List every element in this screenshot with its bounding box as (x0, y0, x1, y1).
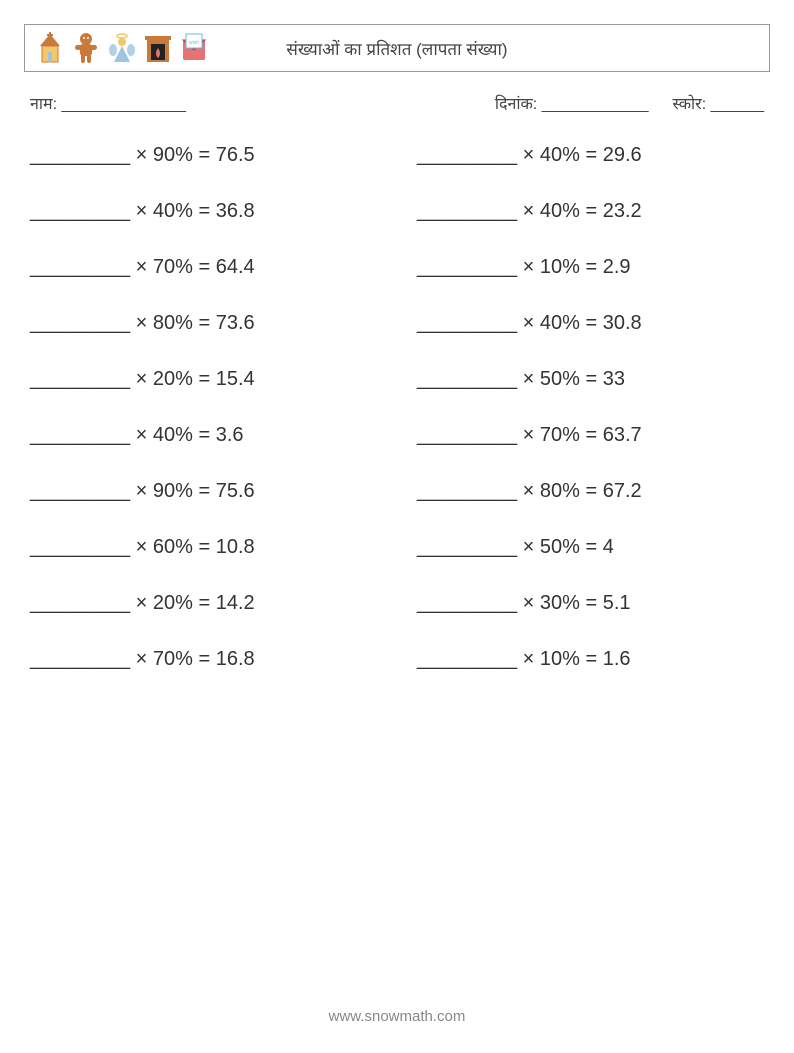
date-blank: ____________ (542, 96, 649, 113)
problem-item: _________ × 40% = 29.6 (417, 144, 764, 167)
answer-blank: _________ (30, 312, 130, 334)
result-value: 64.4 (216, 256, 255, 278)
problem-item: _________ × 60% = 10.8 (30, 536, 377, 559)
problem-item: _________ × 70% = 16.8 (30, 648, 377, 671)
result-value: 1.6 (603, 648, 631, 670)
answer-blank: _________ (417, 536, 517, 558)
result-value: 16.8 (216, 648, 255, 670)
title-box: wish संख्याओं का प्रतिशत (लापता संख्या) (24, 24, 770, 72)
percent-value: 60% (153, 536, 193, 558)
answer-blank: _________ (417, 368, 517, 390)
score-label: स्कोर: (673, 96, 707, 113)
answer-blank: _________ (30, 592, 130, 614)
percent-value: 70% (153, 256, 193, 278)
date-label: दिनांक: (495, 96, 537, 113)
result-value: 10.8 (216, 536, 255, 558)
answer-blank: _________ (417, 424, 517, 446)
result-value: 15.4 (216, 368, 255, 390)
answer-blank: _________ (417, 256, 517, 278)
percent-value: 20% (153, 368, 193, 390)
date-field: दिनांक: ____________ (495, 92, 649, 114)
problem-item: _________ × 90% = 75.6 (30, 480, 377, 503)
percent-value: 80% (540, 480, 580, 502)
answer-blank: _________ (30, 424, 130, 446)
problem-item: _________ × 50% = 4 (417, 536, 764, 559)
percent-value: 70% (540, 424, 580, 446)
answer-blank: _________ (30, 200, 130, 222)
footer-url: www.snowmath.com (0, 1008, 794, 1025)
answer-blank: _________ (417, 144, 517, 166)
percent-value: 80% (153, 312, 193, 334)
result-value: 76.5 (216, 144, 255, 166)
answer-blank: _________ (417, 648, 517, 670)
answer-blank: _________ (417, 592, 517, 614)
answer-blank: _________ (30, 480, 130, 502)
result-value: 75.6 (216, 480, 255, 502)
answer-blank: _________ (30, 256, 130, 278)
problem-item: _________ × 40% = 23.2 (417, 200, 764, 223)
name-label: नाम: (30, 96, 57, 113)
percent-value: 70% (153, 648, 193, 670)
name-field: नाम: ______________ (30, 92, 495, 114)
problem-item: _________ × 40% = 3.6 (30, 424, 377, 447)
percent-value: 20% (153, 592, 193, 614)
answer-blank: _________ (417, 480, 517, 502)
worksheet-title: संख्याओं का प्रतिशत (लापता संख्या) (25, 37, 769, 60)
result-value: 3.6 (216, 424, 244, 446)
percent-value: 50% (540, 536, 580, 558)
percent-value: 40% (540, 144, 580, 166)
info-row: नाम: ______________ दिनांक: ____________… (24, 92, 770, 114)
problem-item: _________ × 80% = 73.6 (30, 312, 377, 335)
result-value: 67.2 (603, 480, 642, 502)
result-value: 23.2 (603, 200, 642, 222)
percent-value: 90% (153, 480, 193, 502)
answer-blank: _________ (30, 536, 130, 558)
answer-blank: _________ (30, 368, 130, 390)
result-value: 73.6 (216, 312, 255, 334)
problems-grid: _________ × 90% = 76.5 _________ × 40% = … (24, 144, 770, 671)
problem-item: _________ × 20% = 15.4 (30, 368, 377, 391)
percent-value: 90% (153, 144, 193, 166)
percent-value: 10% (540, 648, 580, 670)
score-blank: ______ (711, 96, 764, 113)
result-value: 63.7 (603, 424, 642, 446)
problem-item: _________ × 80% = 67.2 (417, 480, 764, 503)
percent-value: 40% (540, 200, 580, 222)
problem-item: _________ × 30% = 5.1 (417, 592, 764, 615)
name-blank: ______________ (62, 96, 187, 113)
percent-value: 30% (540, 592, 580, 614)
answer-blank: _________ (417, 200, 517, 222)
answer-blank: _________ (417, 312, 517, 334)
percent-value: 50% (540, 368, 580, 390)
answer-blank: _________ (30, 144, 130, 166)
percent-value: 40% (540, 312, 580, 334)
result-value: 30.8 (603, 312, 642, 334)
percent-value: 10% (540, 256, 580, 278)
result-value: 5.1 (603, 592, 631, 614)
percent-value: 40% (153, 200, 193, 222)
result-value: 14.2 (216, 592, 255, 614)
problem-item: _________ × 10% = 2.9 (417, 256, 764, 279)
problem-item: _________ × 70% = 63.7 (417, 424, 764, 447)
problem-item: _________ × 40% = 36.8 (30, 200, 377, 223)
problem-item: _________ × 90% = 76.5 (30, 144, 377, 167)
problem-item: _________ × 40% = 30.8 (417, 312, 764, 335)
result-value: 33 (603, 368, 625, 390)
problem-item: _________ × 10% = 1.6 (417, 648, 764, 671)
result-value: 4 (603, 536, 614, 558)
result-value: 29.6 (603, 144, 642, 166)
result-value: 36.8 (216, 200, 255, 222)
percent-value: 40% (153, 424, 193, 446)
problem-item: _________ × 20% = 14.2 (30, 592, 377, 615)
problem-item: _________ × 70% = 64.4 (30, 256, 377, 279)
score-field: स्कोर: ______ (673, 92, 765, 114)
answer-blank: _________ (30, 648, 130, 670)
problem-item: _________ × 50% = 33 (417, 368, 764, 391)
result-value: 2.9 (603, 256, 631, 278)
